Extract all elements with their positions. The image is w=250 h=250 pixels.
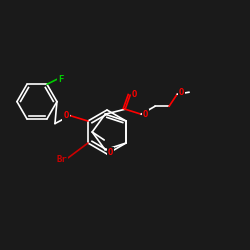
Text: O: O bbox=[142, 110, 148, 119]
Text: O: O bbox=[108, 148, 113, 157]
Text: O: O bbox=[178, 88, 184, 97]
Text: O: O bbox=[63, 111, 69, 120]
Text: O: O bbox=[132, 90, 137, 99]
Text: Br: Br bbox=[56, 156, 67, 164]
Text: F: F bbox=[58, 75, 64, 84]
